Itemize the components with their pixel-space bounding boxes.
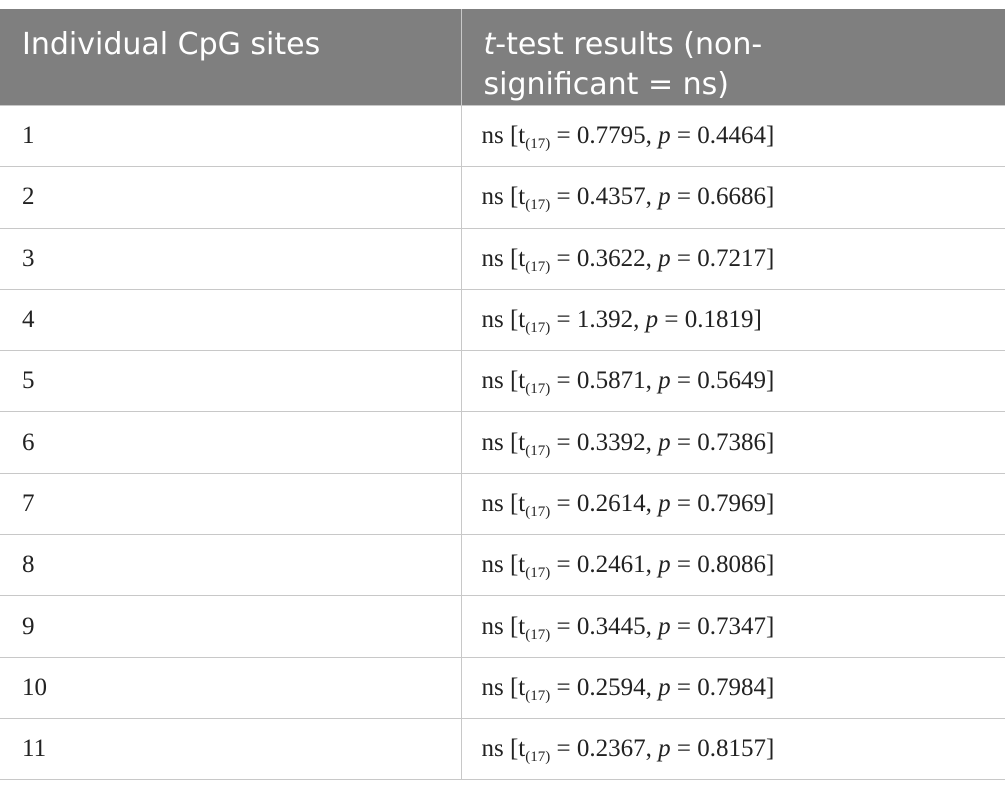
ttest-result-cell: ns [t(17) = 0.4357, p = 0.6686] — [461, 166, 1005, 229]
ttest-result-cell: ns [t(17) = 0.2594, p = 0.7984] — [461, 657, 1005, 719]
result-label: ns [t — [481, 673, 526, 701]
result-label: ns [t — [481, 551, 526, 579]
ttest-result-cell: ns [t(17) = 0.5871, p = 0.5649] — [461, 350, 1005, 413]
table-row: 2 ns [t(17) = 0.4357, p = 0.6686] — [0, 166, 1005, 229]
cpg-site-cell: 4 — [0, 289, 462, 352]
ttest-result-cell: ns [t(17) = 0.2367, p = 0.8157] — [461, 718, 1005, 781]
t-value: = 0.2367, — [550, 735, 659, 763]
table-row: 5 ns [t(17) = 0.5871, p = 0.5649] — [0, 350, 1005, 413]
p-value: = 0.7969] — [670, 489, 775, 517]
t-value: = 0.3445, — [550, 612, 659, 640]
result-label: ns [t — [481, 367, 526, 395]
degrees-of-freedom: (17) — [525, 136, 551, 153]
ttest-result-cell: ns [t(17) = 0.3392, p = 0.7386] — [461, 411, 1005, 474]
p-value: = 0.7217] — [670, 244, 775, 272]
t-value: = 0.2614, — [550, 489, 659, 517]
degrees-of-freedom: (17) — [525, 687, 551, 704]
header-row: Individual CpG sites t-test results (non… — [0, 9, 1005, 106]
t-value: = 0.5871, — [550, 367, 659, 395]
p-value: = 0.8157] — [670, 735, 775, 763]
t-value: = 0.2461, — [550, 551, 659, 579]
cpg-site-cell: 8 — [0, 534, 462, 597]
ttest-result-cell: ns [t(17) = 1.392, p = 0.1819] — [461, 289, 1005, 352]
header-cpg-sites-label: Individual CpG sites — [22, 27, 321, 62]
cpg-ttest-table: Individual CpG sites t-test results (non… — [0, 9, 1005, 781]
header-ttest-line1: -test results (non- — [495, 27, 763, 62]
degrees-of-freedom: (17) — [525, 320, 551, 337]
cpg-site-cell: 5 — [0, 350, 462, 413]
ttest-result-cell: ns [t(17) = 0.3622, p = 0.7217] — [461, 228, 1005, 290]
t-value: = 1.392, — [550, 306, 646, 334]
cpg-site-cell: 3 — [0, 228, 462, 290]
result-label: ns [t — [481, 122, 526, 150]
p-value: = 0.6686] — [670, 183, 775, 211]
t-value: = 0.2594, — [550, 673, 659, 701]
p-value: = 0.7386] — [670, 428, 775, 456]
p-symbol: p — [658, 551, 671, 579]
p-symbol: p — [658, 612, 671, 640]
cpg-site-cell: 6 — [0, 411, 462, 474]
result-label: ns [t — [481, 183, 526, 211]
header-t-italic: t — [483, 27, 496, 62]
p-symbol: p — [658, 673, 671, 701]
degrees-of-freedom: (17) — [525, 258, 551, 275]
p-value: = 0.8086] — [670, 551, 775, 579]
t-value: = 0.3622, — [550, 244, 659, 272]
ttest-result-cell: ns [t(17) = 0.2614, p = 0.7969] — [461, 473, 1005, 536]
degrees-of-freedom: (17) — [525, 442, 551, 459]
cpg-site-cell: 9 — [0, 595, 462, 658]
p-symbol: p — [658, 244, 671, 272]
p-value: = 0.7347] — [670, 612, 775, 640]
ttest-result-cell: ns [t(17) = 0.3445, p = 0.7347] — [461, 595, 1005, 658]
t-value: = 0.3392, — [550, 428, 659, 456]
p-symbol: p — [658, 367, 671, 395]
degrees-of-freedom: (17) — [525, 626, 551, 643]
p-symbol: p — [658, 183, 671, 211]
degrees-of-freedom: (17) — [525, 381, 551, 398]
result-label: ns [t — [481, 489, 526, 517]
p-value: = 0.1819] — [658, 306, 762, 334]
table-body: 1 ns [t(17) = 0.7795, p = 0.4464] 2 ns [t(1… — [0, 104, 1005, 781]
table-row: 6 ns [t(17) = 0.3392, p = 0.7386] — [0, 411, 1005, 474]
header-cpg-sites: Individual CpG sites — [0, 9, 462, 106]
table-row: 9 ns [t(17) = 0.3445, p = 0.7347] — [0, 595, 1005, 658]
ttest-result-cell: ns [t(17) = 0.7795, p = 0.4464] — [461, 104, 1005, 168]
cpg-site-cell: 10 — [0, 657, 462, 719]
p-symbol: p — [658, 122, 671, 150]
header-ttest-results: t-test results (non- significant = ns) — [461, 9, 1005, 106]
p-value: = 0.4464] — [670, 122, 775, 150]
result-label: ns [t — [481, 244, 526, 272]
table-row: 3 ns [t(17) = 0.3622, p = 0.7217] — [0, 228, 1005, 290]
ttest-result-cell: ns [t(17) = 0.2461, p = 0.8086] — [461, 534, 1005, 597]
p-symbol: p — [645, 306, 659, 334]
p-value: = 0.7984] — [670, 673, 775, 701]
p-symbol: p — [658, 428, 671, 456]
header-ttest-line2: significant = ns) — [483, 67, 729, 102]
degrees-of-freedom: (17) — [525, 565, 551, 582]
cpg-site-cell: 1 — [0, 104, 462, 168]
p-symbol: p — [658, 489, 671, 517]
degrees-of-freedom: (17) — [525, 503, 551, 520]
cpg-site-cell: 7 — [0, 473, 462, 536]
result-label: ns [t — [481, 735, 526, 763]
p-symbol: p — [658, 735, 671, 763]
table-row: 8 ns [t(17) = 0.2461, p = 0.8086] — [0, 534, 1005, 597]
p-value: = 0.5649] — [670, 367, 775, 395]
degrees-of-freedom: (17) — [525, 749, 551, 766]
table-row: 10 ns [t(17) = 0.2594, p = 0.7984] — [0, 657, 1005, 719]
degrees-of-freedom: (17) — [525, 197, 551, 214]
result-label: ns [t — [481, 428, 526, 456]
table-row: 11 ns [t(17) = 0.2367, p = 0.8157] — [0, 718, 1005, 781]
table-row: 7 ns [t(17) = 0.2614, p = 0.7969] — [0, 473, 1005, 536]
t-value: = 0.7795, — [550, 122, 659, 150]
table-row: 4 ns [t(17) = 1.392, p = 0.1819] — [0, 289, 1005, 352]
t-value: = 0.4357, — [550, 183, 659, 211]
table-row: 1 ns [t(17) = 0.7795, p = 0.4464] — [0, 104, 1005, 168]
result-label: ns [t — [481, 612, 526, 640]
cpg-site-cell: 11 — [0, 718, 462, 781]
table-header: Individual CpG sites t-test results (non… — [0, 9, 1005, 106]
cpg-site-cell: 2 — [0, 166, 462, 229]
result-label: ns [t — [481, 306, 526, 334]
